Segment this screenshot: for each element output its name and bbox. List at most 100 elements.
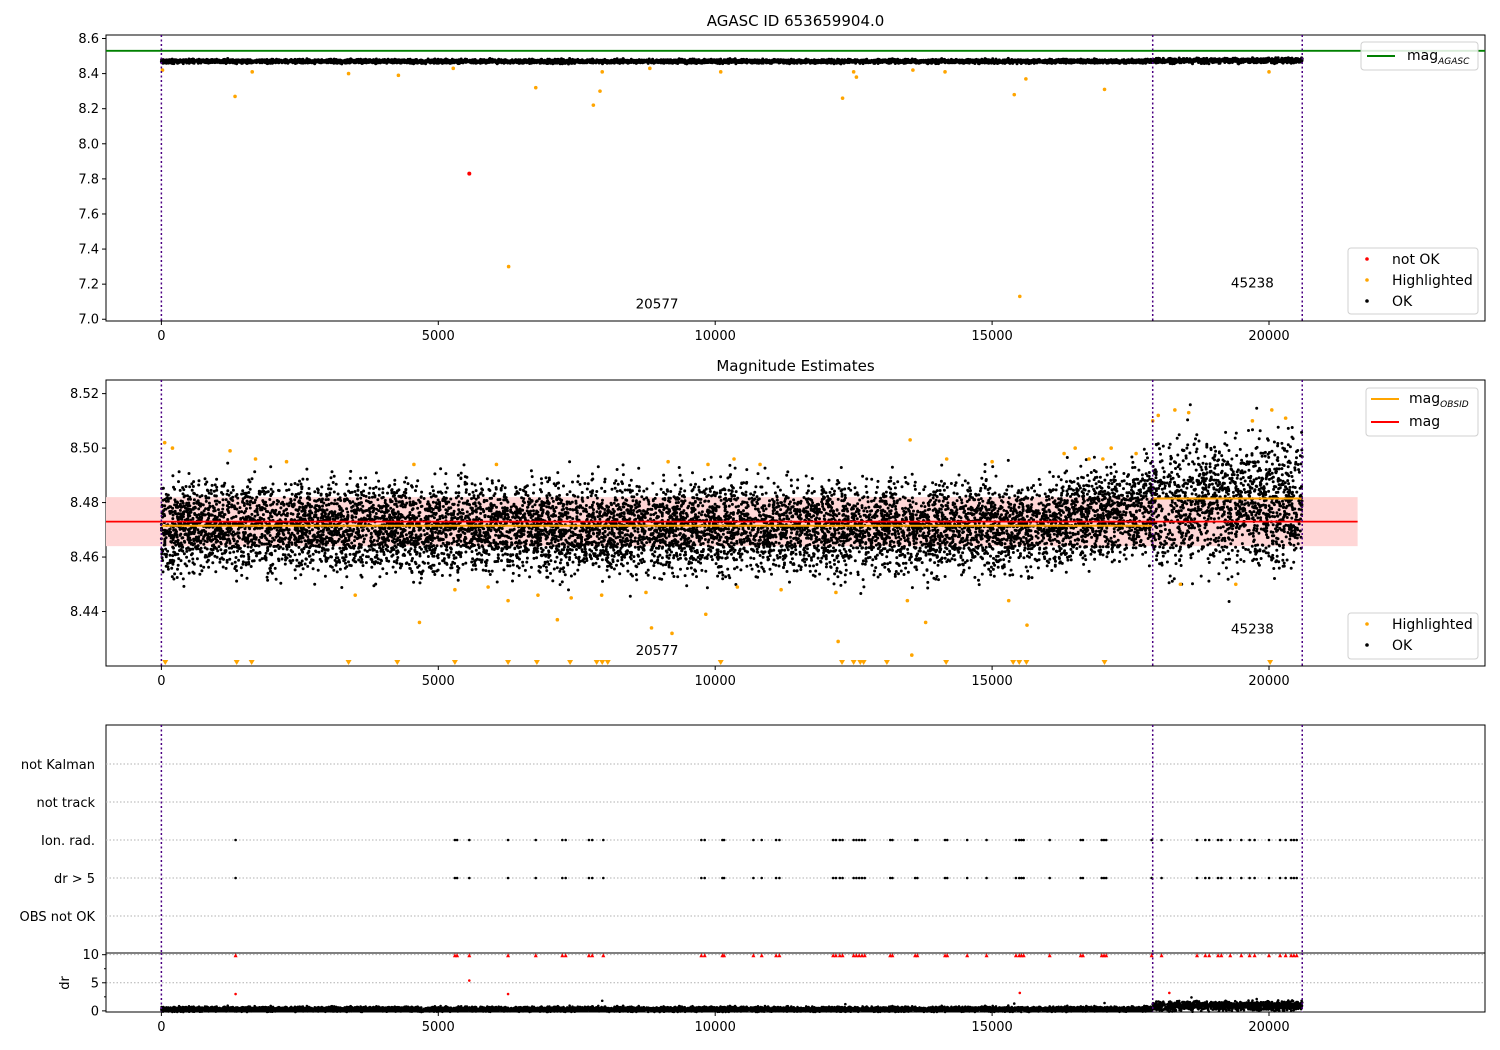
- flag-point: [453, 876, 457, 880]
- dr-point: [844, 1002, 847, 1006]
- flag-point: [1014, 838, 1018, 842]
- flag-point: [700, 838, 703, 842]
- dr-clipped-marker: [1228, 953, 1233, 958]
- dr-clipped-marker: [563, 953, 568, 958]
- highlighted-point: [555, 617, 560, 622]
- dr-clipped-marker: [777, 953, 782, 958]
- dr-clipped-marker: [859, 953, 864, 958]
- flag-point: [857, 876, 861, 880]
- flag-point: [234, 838, 237, 842]
- flag-point: [852, 838, 855, 842]
- ok-point-cloud: [160, 997, 1304, 1014]
- highlighted-point: [910, 653, 914, 657]
- flag-point: [913, 876, 917, 880]
- clipped-marker: [248, 660, 255, 665]
- y-tick-label: 7.8: [78, 172, 99, 187]
- legend-box: [1360, 41, 1479, 71]
- legend-label-sub: AGASC: [1437, 57, 1470, 67]
- ok-points: [159, 56, 1304, 66]
- dr-point: [1012, 1002, 1016, 1005]
- flag-point: [855, 876, 858, 880]
- highlighted-point: [1267, 70, 1271, 74]
- highlighted-point: [851, 70, 856, 74]
- y-tick-label: 8.44: [70, 605, 99, 620]
- flag-point: [1102, 838, 1106, 842]
- legend-label: mag: [1409, 414, 1440, 430]
- flag-point: [943, 838, 947, 842]
- highlighted-point: [412, 462, 416, 467]
- dr-clipped-marker: [1239, 953, 1244, 958]
- legend-box: [1347, 612, 1479, 660]
- clipped-marker: [345, 660, 352, 665]
- dr-clipped-marker: [945, 953, 950, 958]
- clipped-marker: [451, 660, 458, 665]
- y-tick-label: 7.4: [78, 243, 99, 258]
- dr-clipped-marker: [1021, 953, 1026, 958]
- highlighted-point: [923, 620, 928, 625]
- flag-point: [602, 838, 605, 842]
- dr-clipped-marker: [1207, 953, 1212, 958]
- flag-point: [1204, 838, 1207, 842]
- flag-point: [455, 876, 459, 880]
- highlighted-point: [228, 449, 232, 453]
- dr-clipped-marker: [833, 953, 838, 958]
- flag-point: [1100, 876, 1104, 880]
- flag-point: [1017, 838, 1021, 842]
- dr-clipped-marker: [1247, 953, 1252, 958]
- x-tick-label: 20000: [1248, 1020, 1289, 1035]
- flag-point: [1081, 876, 1085, 880]
- flag-point: [1195, 838, 1199, 842]
- clipped-marker: [1016, 660, 1023, 665]
- x-tick-label: 15000: [971, 1020, 1012, 1035]
- clipped-marker: [567, 660, 574, 665]
- flag-point: [831, 838, 835, 842]
- highlighted-point: [1283, 416, 1288, 420]
- flag-point: [863, 876, 867, 880]
- legend-label: magOBSID: [1409, 391, 1469, 410]
- flag-point: [760, 838, 764, 842]
- flag-point: [1207, 876, 1211, 880]
- flag-point: [534, 838, 538, 842]
- y-tick-label: 5: [91, 976, 99, 991]
- obsid-label: 20577: [636, 643, 679, 659]
- x-tick-label: 15000: [971, 329, 1012, 344]
- flag-point: [1048, 876, 1052, 880]
- flag-point: [1104, 876, 1108, 880]
- dr-clipped-marker: [467, 953, 472, 958]
- flag-point: [561, 876, 564, 880]
- dr-clipped-marker: [1216, 953, 1221, 958]
- y-tick-label: 8.2: [78, 102, 99, 117]
- row-label: not Kalman: [21, 758, 95, 773]
- row-label: dr > 5: [54, 872, 95, 887]
- legend-marker: [1365, 622, 1369, 626]
- dr-clipped-marker: [915, 953, 920, 958]
- dr-clipped-marker: [1252, 953, 1257, 958]
- flag-point: [831, 876, 835, 880]
- flag-point: [468, 838, 471, 842]
- clipped-marker: [839, 660, 846, 665]
- ok-point-cloud: [159, 403, 1304, 603]
- highlighted-point: [494, 462, 499, 467]
- x-tick-label: 0: [157, 1020, 165, 1035]
- highlighted-point: [284, 459, 289, 464]
- highlighted-point: [836, 639, 840, 644]
- flag-point: [722, 876, 726, 880]
- flag-point: [1284, 876, 1287, 880]
- clipped-marker: [505, 660, 512, 665]
- x-tick-label: 10000: [695, 1020, 736, 1035]
- flag-point: [455, 838, 459, 842]
- dr-clipped-marker: [699, 953, 704, 958]
- dr-clipped-marker: [1013, 953, 1018, 958]
- dr-clipped-marker: [890, 953, 895, 958]
- x-tick-label: 15000: [971, 674, 1012, 689]
- flag-point: [1100, 838, 1104, 842]
- flag-point: [722, 838, 726, 842]
- flag-point: [965, 876, 969, 880]
- clipped-marker: [162, 660, 169, 665]
- highlighted-point: [1173, 408, 1177, 412]
- highlighted-point: [506, 264, 511, 269]
- flag-point: [700, 876, 703, 880]
- flag-point: [453, 838, 457, 842]
- flag-point: [1160, 838, 1163, 842]
